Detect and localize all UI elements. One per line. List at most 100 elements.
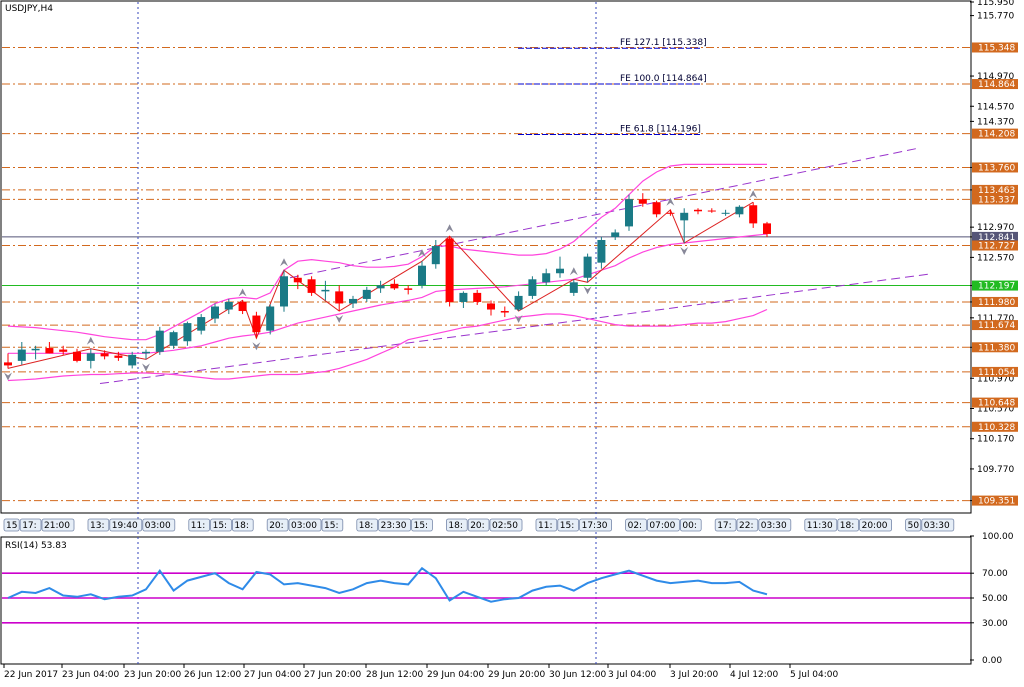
price-tick-label: 112.570 [977,253,1014,263]
session-label: 23:30 [381,521,407,531]
candle-bull-body [514,295,523,310]
time-tick-label: 26 Jun 12:00 [184,670,241,680]
session-box [467,518,490,532]
session-box [288,518,322,532]
candle-bull-body [155,330,164,352]
rsi-line [7,566,768,603]
trend-channel [99,147,931,385]
time-tick-label: 28 Jun 12:00 [366,670,423,680]
rsi-tick-label: 70.00 [982,569,1008,579]
level-price-label: 110.328 [978,423,1015,433]
session-box [859,518,892,532]
session-box [489,518,523,532]
level-price-box [972,366,1018,377]
price-tick-label: 111.770 [977,314,1014,324]
level-price-box [972,421,1018,432]
candle-bull-body [362,289,371,299]
bollinger-upper-band [7,163,767,341]
candle-bull-body [376,285,385,289]
level-price-box [972,128,1018,139]
session-label: 11: [191,521,205,531]
candle-bull-body [556,268,564,274]
session-box [714,518,737,532]
time-tick-label: 3 Jul 04:00 [608,670,657,680]
fractal-down-arrow [514,315,523,324]
level-price-box [972,280,1018,291]
price-tick-label: 112.970 [977,223,1014,233]
price-axis: 115.950 115.770 114.970 114.570 114.370 113.7… [970,0,1018,507]
session-box [905,518,922,532]
fractal-up-arrow [445,224,454,233]
session-label: 18: [448,521,462,531]
candle-bull-body [735,206,744,215]
session-box [647,518,680,532]
level-price-box [972,162,1018,173]
rsi-tick-label: 30.00 [982,619,1008,629]
level-price-label: 113.463 [978,186,1015,196]
session-label: 20:00 [862,521,888,531]
fractal-up-arrow [86,336,95,345]
candle-bull-body [17,349,26,361]
session-box [210,518,232,532]
fractal-up-arrow [666,197,675,206]
candle-bull-body [721,212,730,214]
candle-bear-body [763,223,771,234]
time-axis: 22 Jun 2017 23 Jun 04:00 23 Jun 20:00 26 Ju… [3,664,839,680]
candle-bear-body [638,199,647,204]
level-price-label: 112.841 [978,233,1015,243]
rsi-tick-label: 0.00 [982,656,1002,666]
level-price-label: 113.337 [978,195,1015,205]
session-box [921,518,955,532]
candle-bull-body [611,232,620,237]
session-box [109,518,143,532]
fractal-up-arrow [238,288,247,297]
fractal-down-arrow [4,372,12,381]
session-box [557,518,579,532]
price-tick-label: 110.570 [977,404,1014,414]
candle-bear-body [445,238,454,302]
session-label: 03:30 [761,521,787,531]
candle-bear-body [335,291,344,304]
session-box [736,518,759,532]
candle-bear-body [73,351,81,361]
level-price-box [972,342,1018,353]
rsi-indicator: 100.00 70.00 50.00 30.00 0.00 [2,532,1014,666]
session-label: 22: [739,521,753,531]
session-label: 15: [560,521,574,531]
time-tick-label: 4 Jul 12:00 [730,670,779,680]
candle-bull-body [211,306,219,319]
session-label: 50 [908,521,920,531]
candle-bear-body [45,348,54,354]
session-box [445,518,468,532]
level-price-box [972,397,1018,408]
price-tick-label: 114.970 [977,72,1014,82]
session-label: 18: [234,521,248,531]
candle-bull-body [459,292,468,302]
candle-bull-body [169,332,178,346]
session-label: 21:00 [44,521,70,531]
candle-bear-body [59,349,68,352]
candle-bull-body [431,246,440,265]
horizontal-levels [2,46,970,502]
fractal-down-arrow [583,286,592,295]
session-label: 03:00 [291,521,317,531]
session-box [758,518,792,532]
level-price-box [972,231,1018,242]
session-label: 13: [90,521,104,531]
candle-bear-body [473,292,482,302]
candle-bear-body [666,212,675,214]
fractal-down-arrow [680,247,689,256]
session-label: 19:40 [112,521,138,531]
candle-bull-body [183,323,192,342]
rsi-tick-label: 50.00 [982,594,1008,604]
candle-bear-body [238,301,247,312]
session-box [188,518,211,532]
session-box [579,518,612,532]
candles [4,193,771,369]
level-price-box [972,194,1018,205]
rsi-tick-label: 100.00 [982,532,1014,542]
candle-bear-body [694,209,702,212]
time-tick-label: 30 Jun 12:00 [549,670,606,680]
